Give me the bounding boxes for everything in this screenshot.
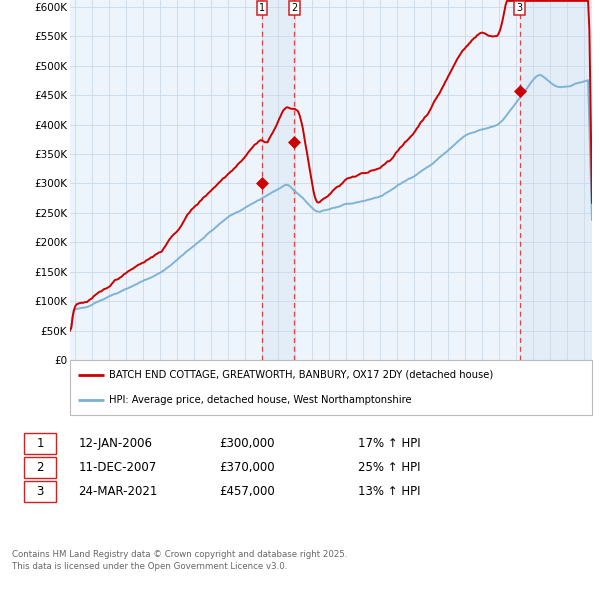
Text: 1: 1: [36, 437, 44, 450]
Text: Price paid vs. HM Land Registry's House Price Index (HPI): Price paid vs. HM Land Registry's House …: [140, 29, 460, 39]
Text: 25% ↑ HPI: 25% ↑ HPI: [358, 461, 420, 474]
Text: 2: 2: [291, 3, 298, 13]
Text: 17% ↑ HPI: 17% ↑ HPI: [358, 437, 420, 450]
Bar: [520, 0, 592, 360]
FancyBboxPatch shape: [24, 481, 56, 502]
Text: 2: 2: [36, 461, 44, 474]
Text: 1: 1: [259, 3, 265, 13]
Text: 3: 3: [517, 3, 523, 13]
Text: BATCH END COTTAGE, GREATWORTH, BANBURY, OX17 2DY: BATCH END COTTAGE, GREATWORTH, BANBURY, …: [83, 10, 517, 23]
FancyBboxPatch shape: [70, 360, 592, 415]
Bar: [262, 0, 295, 360]
Text: 11-DEC-2007: 11-DEC-2007: [78, 461, 157, 474]
Text: 3: 3: [36, 485, 44, 498]
FancyBboxPatch shape: [24, 433, 56, 454]
Text: 12-JAN-2006: 12-JAN-2006: [78, 437, 152, 450]
Text: 24-MAR-2021: 24-MAR-2021: [78, 485, 158, 498]
Text: £457,000: £457,000: [220, 485, 275, 498]
Text: Contains HM Land Registry data © Crown copyright and database right 2025.
This d: Contains HM Land Registry data © Crown c…: [12, 550, 347, 571]
FancyBboxPatch shape: [24, 457, 56, 478]
Text: 13% ↑ HPI: 13% ↑ HPI: [358, 485, 420, 498]
Text: HPI: Average price, detached house, West Northamptonshire: HPI: Average price, detached house, West…: [109, 395, 412, 405]
Text: BATCH END COTTAGE, GREATWORTH, BANBURY, OX17 2DY (detached house): BATCH END COTTAGE, GREATWORTH, BANBURY, …: [109, 370, 493, 380]
Text: £300,000: £300,000: [220, 437, 275, 450]
Text: £370,000: £370,000: [220, 461, 275, 474]
